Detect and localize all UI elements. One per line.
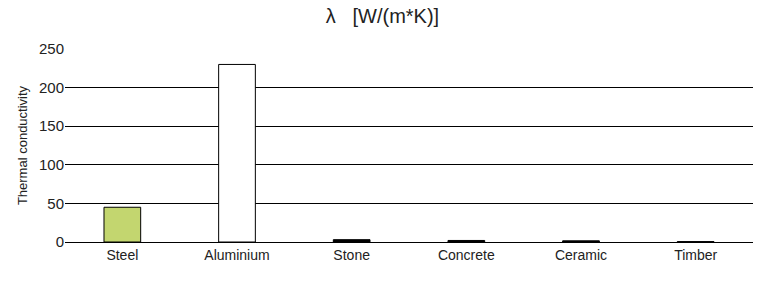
svg-text:Stone: Stone [333, 247, 370, 263]
svg-text:Thermal conductivity: Thermal conductivity [15, 85, 30, 205]
svg-text:50: 50 [47, 195, 64, 212]
svg-text:Timber: Timber [674, 247, 717, 263]
svg-text:200: 200 [39, 79, 64, 96]
svg-text:250: 250 [39, 40, 64, 57]
svg-text:Aluminium: Aluminium [204, 247, 269, 263]
svg-text:0: 0 [56, 233, 64, 250]
svg-text:Concrete: Concrete [438, 247, 495, 263]
svg-text:100: 100 [39, 156, 64, 173]
svg-text:150: 150 [39, 117, 64, 134]
svg-text:Ceramic: Ceramic [555, 247, 607, 263]
svg-text:λ [W/(m*K)]: λ [W/(m*K)] [326, 5, 439, 27]
svg-text:Steel: Steel [106, 247, 138, 263]
